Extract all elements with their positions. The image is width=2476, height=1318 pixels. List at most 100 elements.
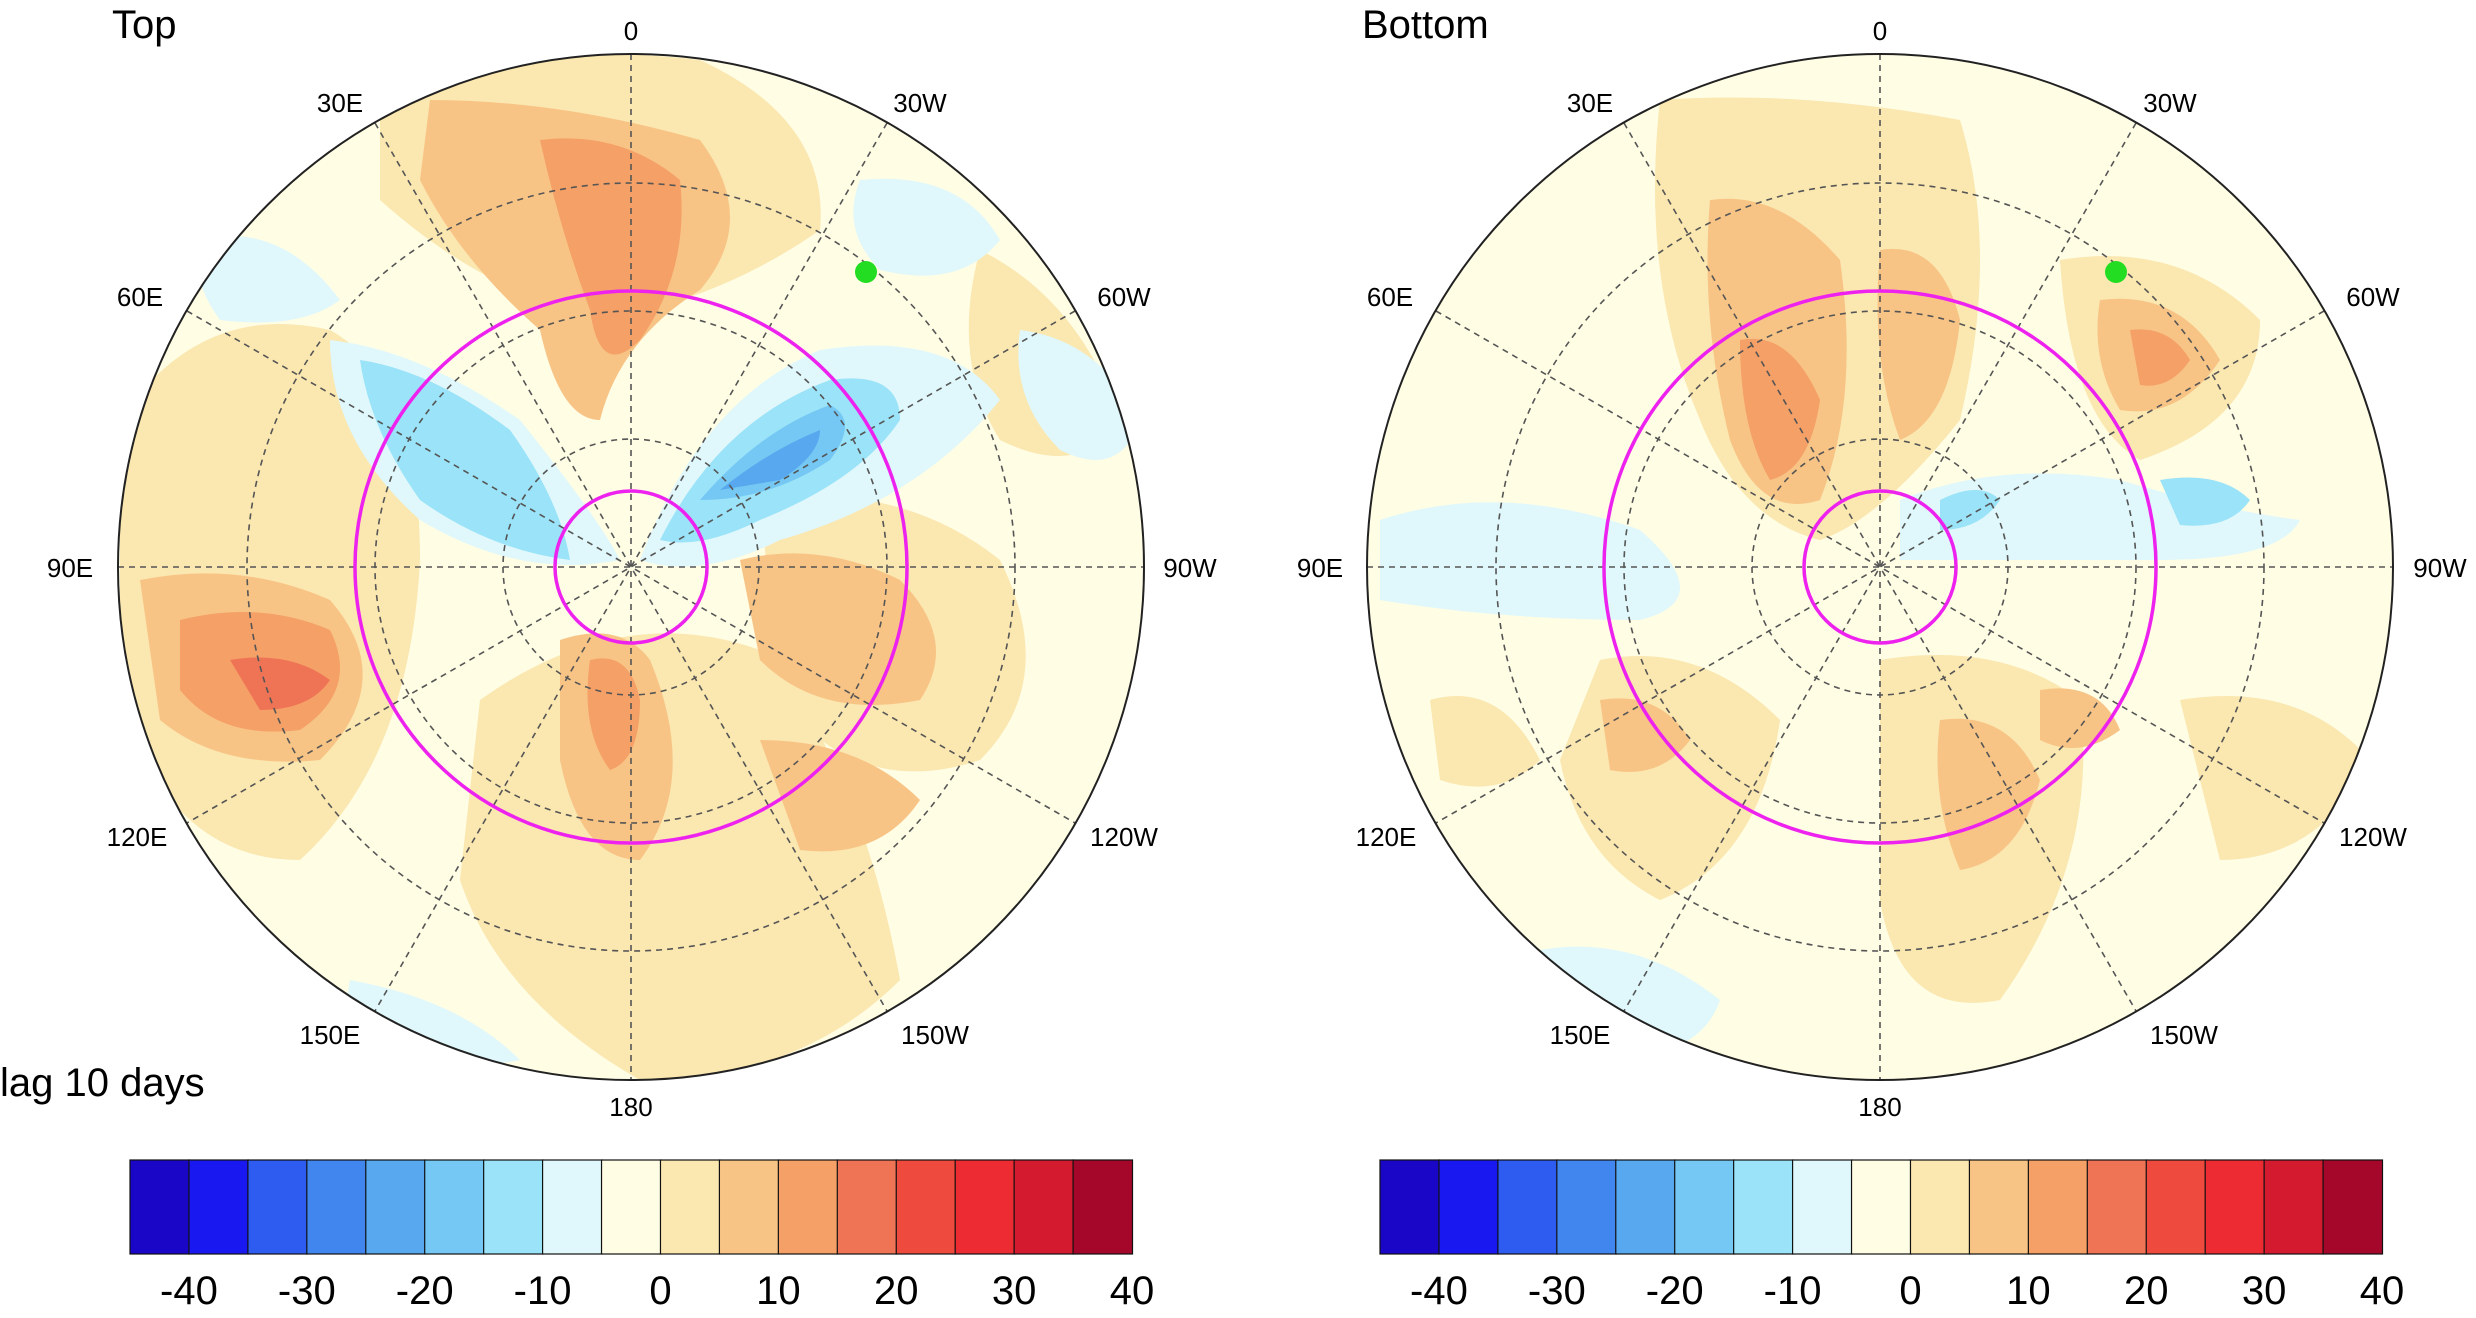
colorbar-swatch	[718, 1159, 780, 1255]
inner-ring-bottom	[1802, 489, 1958, 645]
meridian	[186, 310, 1076, 824]
lon-label: 90E	[1297, 553, 1343, 583]
lon-label: 60E	[1367, 282, 1413, 312]
colorbar-tick-label: 0	[1899, 1269, 1921, 1313]
colorbar-swatch	[129, 1159, 191, 1255]
map-boundary-bottom	[1366, 53, 2394, 1081]
negative-region	[360, 360, 570, 560]
negative-region	[2160, 477, 2250, 526]
positive-region	[1600, 698, 1690, 772]
colorbar-tick-label: -30	[278, 1269, 336, 1313]
positive-region	[1740, 338, 1820, 480]
meridian	[1623, 122, 2137, 1012]
graticule-bottom	[1367, 54, 2393, 1080]
colorbar-swatch	[1556, 1159, 1617, 1255]
colorbar-swatch	[1379, 1159, 1441, 1255]
lag-caption: lag 10 days	[0, 1061, 205, 1105]
negative-region	[720, 430, 820, 490]
map-boundary-top	[117, 53, 1145, 1081]
colorbar-swatch	[1013, 1159, 1075, 1255]
lon-label: 30W	[2143, 88, 2197, 118]
colorbar-swatch	[659, 1159, 721, 1255]
location-marker-top	[855, 261, 877, 283]
lon-labels-top: 0 30W 60W 90W 120W 150W 180 150E 120E 90…	[47, 16, 1217, 1122]
lon-labels-bottom: 0 30W 60W 90W 120W 150W 180 150E 120E 90…	[1297, 16, 2467, 1122]
colorbar-tick-label: 0	[649, 1269, 671, 1313]
colorbar-swatch	[1497, 1159, 1558, 1255]
lon-label: 150E	[300, 1020, 361, 1050]
lon-label: 120E	[1356, 822, 1417, 852]
lon-label: 0	[1873, 16, 1887, 46]
colorbar-tick-label: 40	[1110, 1269, 1155, 1313]
colorbar-left: -40 -30 -20 -10 0 10 20 30 40	[129, 1159, 1155, 1313]
positive-region	[540, 138, 682, 355]
colorbar-swatch	[247, 1159, 308, 1255]
colorbar-swatch	[600, 1159, 662, 1255]
panel-bottom: Bottom	[1297, 3, 2467, 1122]
colorbar-tick-label: -20	[1646, 1269, 1704, 1313]
lon-label: 30W	[893, 88, 947, 118]
outer-ring-bottom	[1602, 289, 2158, 845]
colorbar-tick-label: -10	[514, 1269, 572, 1313]
lon-label: 120W	[2339, 822, 2407, 852]
colorbar-swatch	[777, 1159, 839, 1255]
colorbar-swatch	[895, 1159, 957, 1255]
lon-label: 120E	[107, 822, 168, 852]
colorbar-tick-label: -40	[160, 1269, 218, 1313]
colorbar-tick-label: 10	[756, 1269, 801, 1313]
colorbar-swatch	[1909, 1159, 1971, 1255]
colorbar-swatch	[1072, 1159, 1134, 1255]
colorbar-tick-label: 20	[2124, 1269, 2169, 1313]
lon-label: 180	[1858, 1092, 1901, 1122]
colorbar-swatch	[188, 1159, 249, 1255]
colorbar-tick-label: -30	[1528, 1269, 1586, 1313]
colorbar-swatch	[2322, 1159, 2384, 1255]
positive-region	[1937, 718, 2040, 870]
colorbar-tick-label: 30	[2242, 1269, 2287, 1313]
lon-label: 150W	[901, 1020, 969, 1050]
colorbar-swatch	[306, 1159, 367, 1255]
negative-region	[1018, 330, 1140, 460]
negative-region	[700, 405, 845, 500]
graticule-top	[118, 54, 1144, 1080]
meridian	[1435, 310, 2325, 824]
inner-ring-top	[553, 489, 709, 645]
colorbar-tick-label: 40	[2360, 1269, 2405, 1313]
colorbar-tick-label: 30	[992, 1269, 1037, 1313]
colorbar-swatch	[2027, 1159, 2089, 1255]
lon-label: 90W	[2413, 553, 2467, 583]
positive-region	[2180, 696, 2370, 860]
negative-region	[1900, 473, 2300, 560]
lon-label: 60W	[1097, 282, 1151, 312]
colorbar-swatch	[2086, 1159, 2148, 1255]
colorbar-swatch	[2204, 1159, 2266, 1255]
lon-label: 120W	[1090, 822, 1158, 852]
negative-region	[197, 236, 340, 323]
lon-label: 90E	[47, 553, 93, 583]
colorbar-swatch	[836, 1159, 898, 1255]
panel-title-bottom: Bottom	[1362, 3, 1489, 47]
lon-label: 150W	[2150, 1020, 2218, 1050]
lon-label: 60W	[2346, 282, 2400, 312]
colorbar-swatch	[2145, 1159, 2207, 1255]
colorbar-tick-label: -40	[1410, 1269, 1468, 1313]
colorbar-swatch	[1850, 1159, 1912, 1255]
positive-region	[1430, 696, 1540, 787]
lon-label: 150E	[1550, 1020, 1611, 1050]
positive-region	[2130, 329, 2190, 386]
positive-region	[587, 658, 640, 770]
meridian	[1435, 310, 2325, 824]
colorbar-swatch	[1438, 1159, 1499, 1255]
lon-label: 180	[609, 1092, 652, 1122]
meridian	[186, 310, 1076, 824]
colorbar-swatch	[1733, 1159, 1794, 1255]
meridian	[1623, 122, 2137, 1012]
colorbar-swatch	[954, 1159, 1016, 1255]
location-marker-bottom	[2105, 261, 2127, 283]
panel-title-top: Top	[112, 3, 177, 47]
colorbar-swatch	[1968, 1159, 2030, 1255]
colorbar-swatch	[1674, 1159, 1735, 1255]
negative-region	[1940, 490, 2000, 530]
lon-label: 0	[624, 16, 638, 46]
